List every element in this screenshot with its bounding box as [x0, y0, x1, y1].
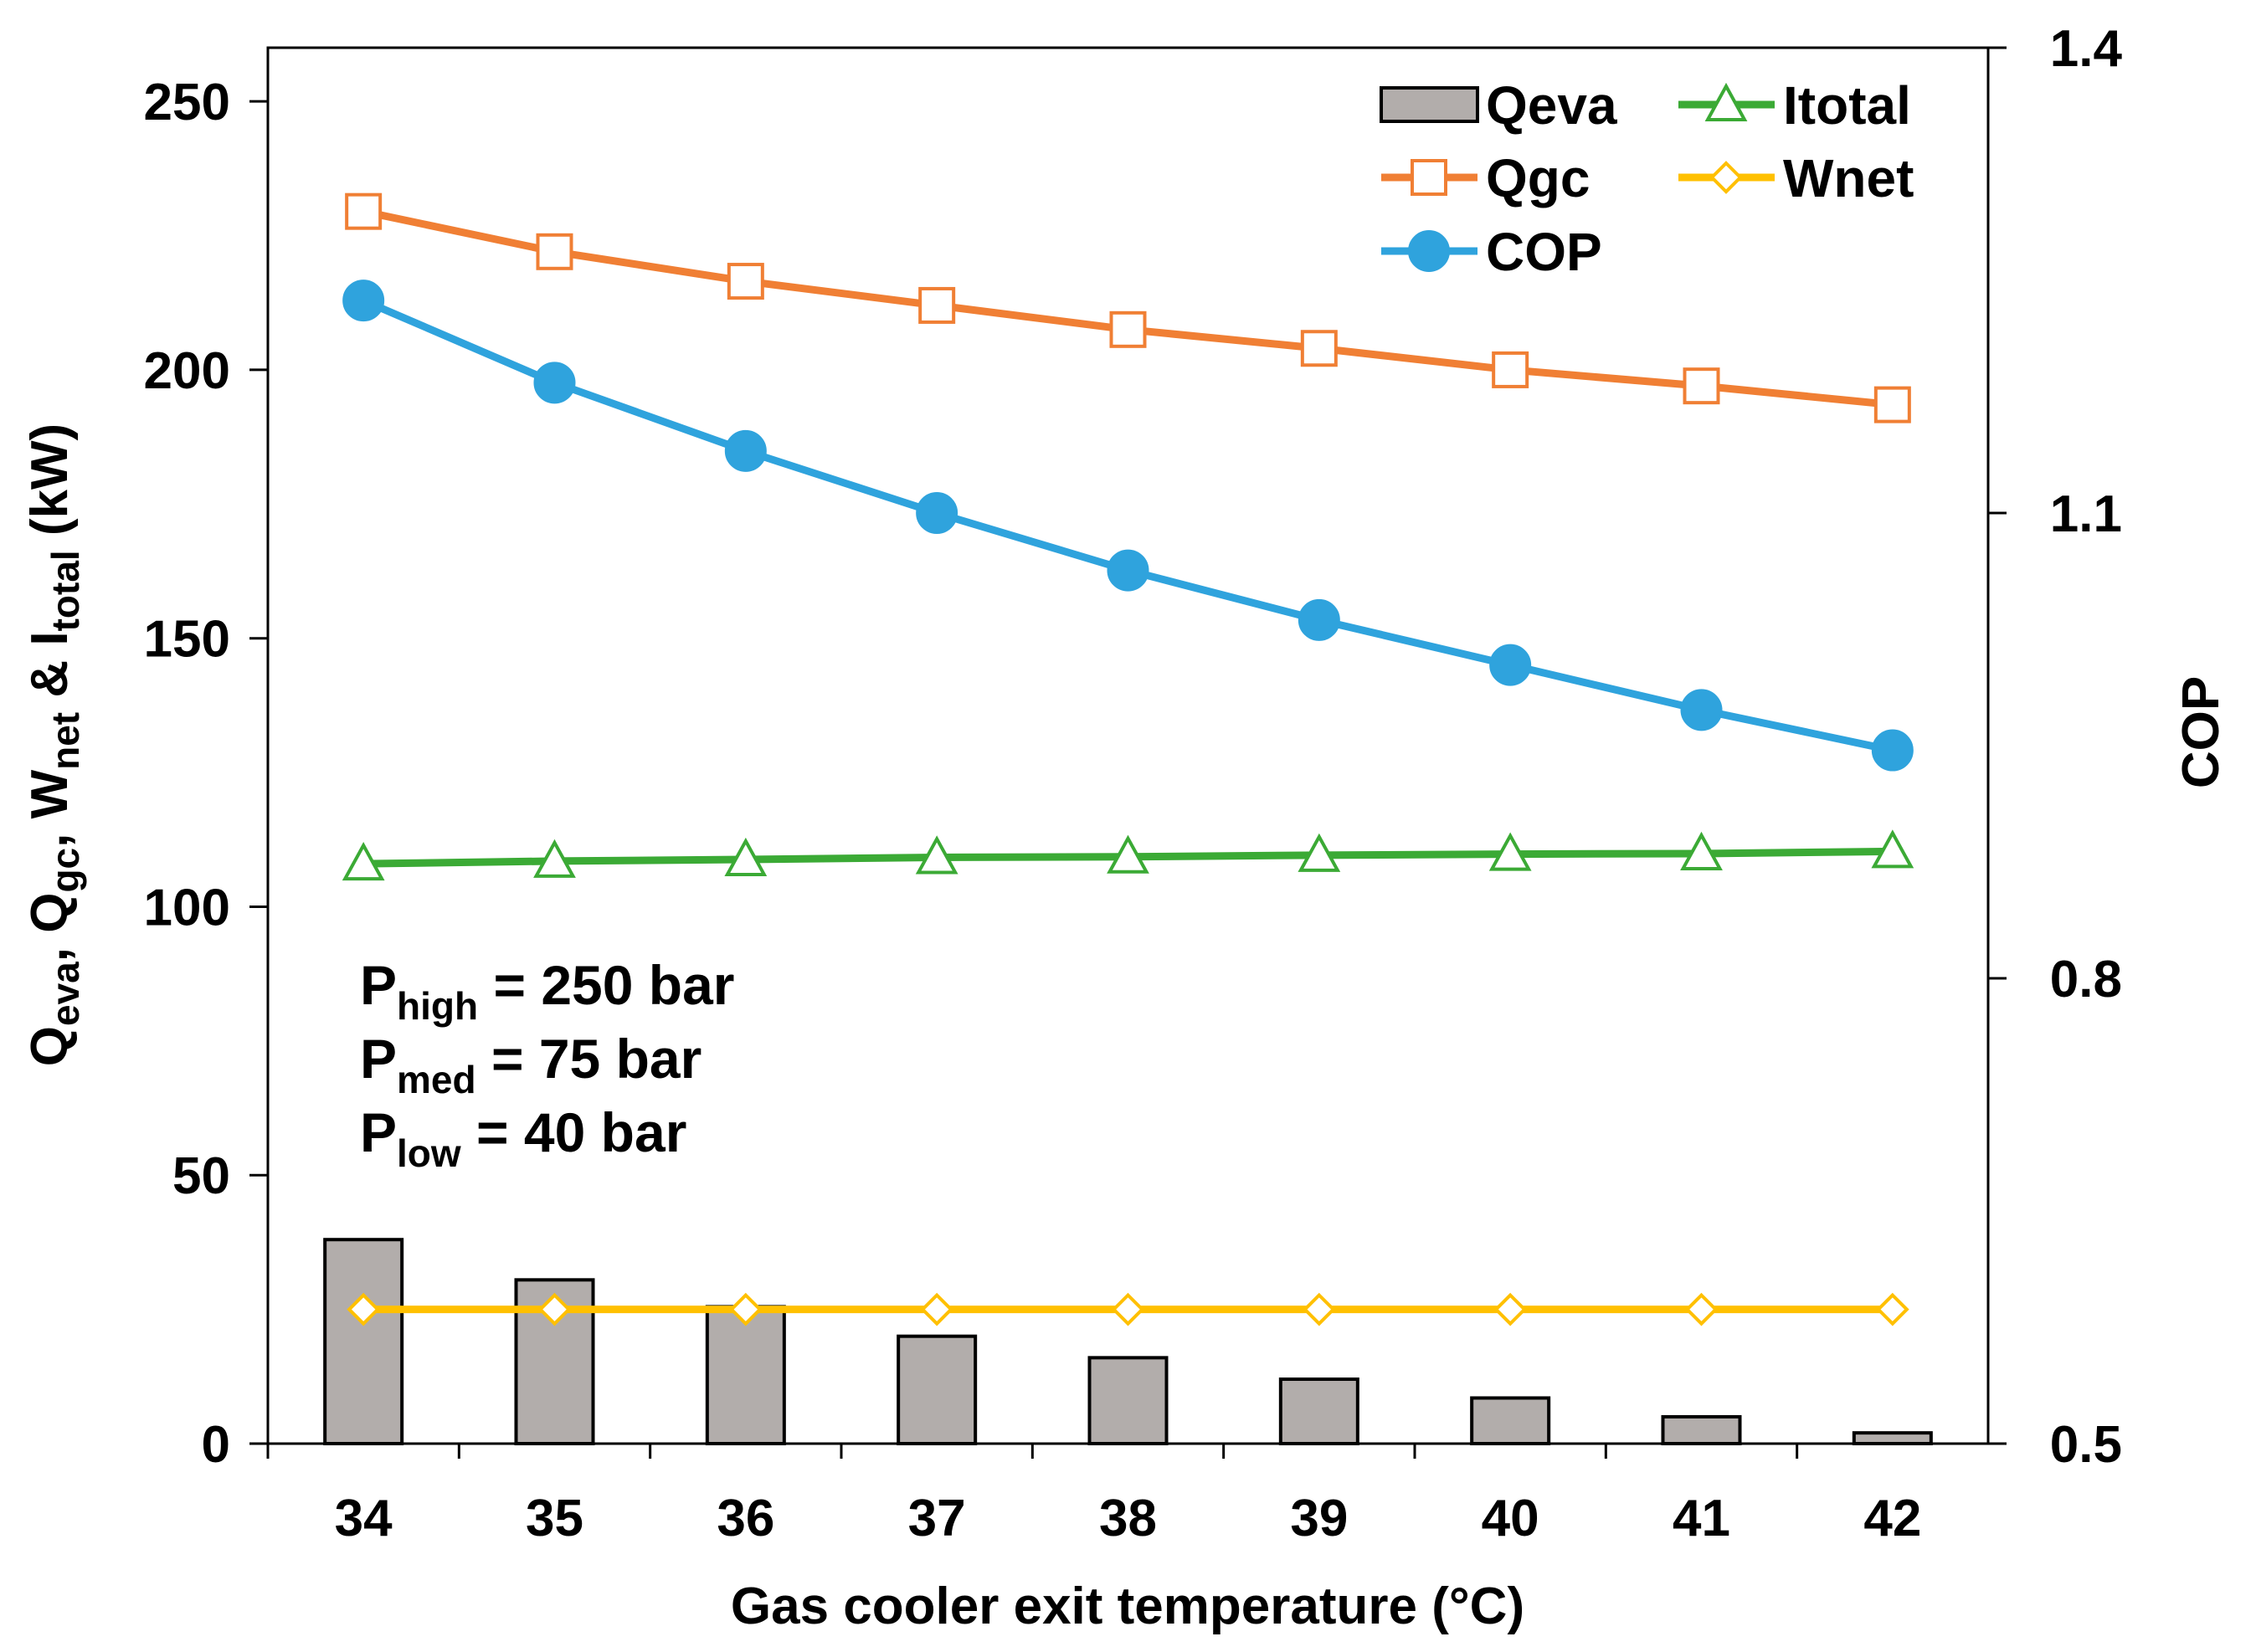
series-lines — [342, 192, 1914, 1326]
itotal-point — [1107, 834, 1149, 874]
x-tick-label: 34 — [335, 1490, 393, 1547]
qgc-point — [536, 233, 573, 270]
wnet-point — [729, 1292, 763, 1326]
plot-frame — [266, 46, 1990, 1445]
annotation-high: Phigh = 250 bar — [360, 954, 735, 1028]
legend-label-cop: COP — [1486, 222, 1602, 282]
itotal-point — [915, 835, 958, 875]
qeva-bar — [1087, 1356, 1169, 1446]
x-tick-label: 38 — [1099, 1490, 1157, 1547]
x-tick-label: 36 — [717, 1490, 774, 1547]
qeva-bar — [1470, 1396, 1551, 1446]
left-tick-label: 150 — [144, 611, 230, 669]
legend-marker-wnet — [1709, 161, 1743, 194]
qgc-point — [1300, 330, 1338, 367]
x-tick-label: 42 — [1863, 1490, 1921, 1547]
qgc-line — [362, 208, 1894, 409]
legend-label-wnet: Wnet — [1783, 148, 1914, 208]
left-tick-label: 50 — [172, 1147, 230, 1205]
legend-label-itotal: Itotal — [1783, 75, 1911, 136]
legend-label-qgc: Qgc — [1486, 148, 1590, 208]
qgc-point — [1873, 386, 1911, 423]
qeva-bar — [897, 1334, 978, 1445]
cop-point — [724, 429, 767, 472]
legend: Qeva Itotal Qgc Wnet COP — [1380, 75, 1914, 282]
annotation-med: Pmed = 75 bar — [360, 1028, 701, 1101]
cop-point — [533, 362, 576, 404]
wnet-point — [1684, 1292, 1719, 1326]
cop-point — [1107, 549, 1149, 592]
itotal-point — [724, 837, 768, 877]
qeva-bars — [323, 1238, 1933, 1446]
qeva-bar — [1278, 1378, 1359, 1445]
qgc-point — [1492, 351, 1529, 388]
wnet-point — [1111, 1292, 1145, 1326]
wnet-point — [1493, 1292, 1527, 1326]
x-tick-label: 35 — [526, 1490, 583, 1547]
left-axis-title: Qeva, Qgc, Wnet & Itotal (kW) — [21, 423, 87, 1066]
itotal-point — [1680, 831, 1723, 870]
cop-point — [916, 492, 958, 534]
qgc-point — [345, 192, 383, 230]
qgc-point — [727, 263, 764, 300]
legend-marker-qgc — [1411, 159, 1447, 196]
cop-line — [362, 296, 1894, 754]
right-axis-title: COP — [2172, 676, 2230, 788]
legend-marker-itotal — [1704, 82, 1748, 121]
right-tick-label: 0.5 — [2050, 1416, 2122, 1474]
legend-label-qeva: Qeva — [1486, 75, 1617, 136]
left-tick-label: 250 — [144, 74, 230, 131]
qeva-bar — [1852, 1431, 1933, 1445]
right-tick-label: 1.1 — [2050, 485, 2122, 543]
cop-point — [1298, 598, 1340, 641]
itotal-point — [533, 839, 576, 878]
cop-point — [1680, 689, 1723, 731]
x-axis-title: Gas cooler exit temperature (°C) — [731, 1578, 1524, 1635]
wnet-point — [1303, 1292, 1336, 1326]
qeva-bar — [705, 1305, 786, 1446]
left-tick-label: 200 — [144, 342, 230, 400]
itotal-point — [1298, 833, 1341, 872]
pressure-annotation: Phigh = 250 bar Pmed = 75 bar Plow = 40 … — [360, 954, 735, 1175]
wnet-point — [537, 1292, 572, 1326]
cop-point — [1871, 729, 1914, 772]
qeva-bar — [323, 1238, 404, 1445]
qgc-point — [1109, 310, 1147, 348]
wnet-point — [920, 1292, 953, 1326]
qeva-bar — [1661, 1414, 1742, 1446]
x-tick-label: 39 — [1290, 1490, 1348, 1547]
wnet-point — [1876, 1292, 1909, 1326]
x-tick-label: 40 — [1482, 1490, 1539, 1547]
x-tick-label: 37 — [908, 1490, 966, 1547]
left-tick-label: 0 — [202, 1416, 230, 1474]
itotal-point — [1871, 829, 1914, 869]
annotation-low: Plow = 40 bar — [360, 1101, 686, 1175]
right-tick-label: 0.8 — [2050, 951, 2122, 1008]
itotal-point — [342, 841, 385, 881]
axes: 0 50 100 150 200 250 0.5 0.8 1.1 1.4 34 35 36 37 38 39 4… — [144, 20, 2123, 1547]
itotal-point — [1488, 832, 1532, 871]
left-tick-label: 100 — [144, 879, 230, 936]
qgc-point — [918, 286, 956, 324]
qgc-point — [1683, 367, 1720, 405]
wnet-point — [347, 1292, 380, 1326]
legend-swatch-qeva — [1380, 86, 1479, 123]
legend-marker-cop — [1408, 230, 1450, 272]
right-tick-label: 1.4 — [2050, 20, 2123, 78]
cop-point — [342, 280, 385, 322]
cop-point — [1489, 644, 1532, 686]
x-tick-label: 41 — [1673, 1490, 1730, 1547]
